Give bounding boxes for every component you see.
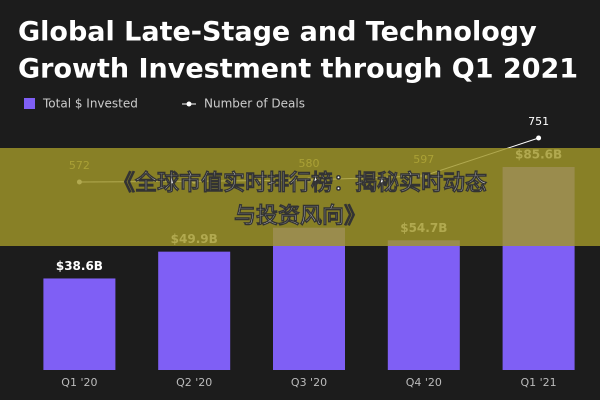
legend-swatch: [186, 101, 192, 107]
x-tick-label: Q1 '20: [61, 376, 97, 389]
data-label: $38.6B: [56, 259, 103, 273]
legend-label: Total $ Invested: [42, 97, 138, 111]
chart-title: Growth Investment through Q1 2021: [18, 54, 578, 85]
bar: [158, 251, 231, 370]
x-tick-label: Q3 '20: [291, 376, 327, 389]
line-point: [536, 135, 542, 141]
chart-title: Global Late-Stage and Technology: [18, 17, 537, 48]
bar: [387, 240, 460, 370]
data-label: 751: [528, 115, 549, 128]
x-tick-label: Q4 '20: [406, 376, 442, 389]
banner-text: 与投资风向》: [234, 203, 366, 229]
x-tick-label: Q2 '20: [176, 376, 212, 389]
legend-label: Number of Deals: [204, 97, 305, 111]
legend-swatch: [24, 98, 35, 109]
banner: [0, 148, 600, 246]
bar: [273, 227, 345, 370]
bar: [43, 278, 116, 370]
x-tick-label: Q1 '21: [521, 376, 557, 389]
banner-text: 《全球市值实时排行榜：揭秘实时动态: [113, 170, 487, 196]
